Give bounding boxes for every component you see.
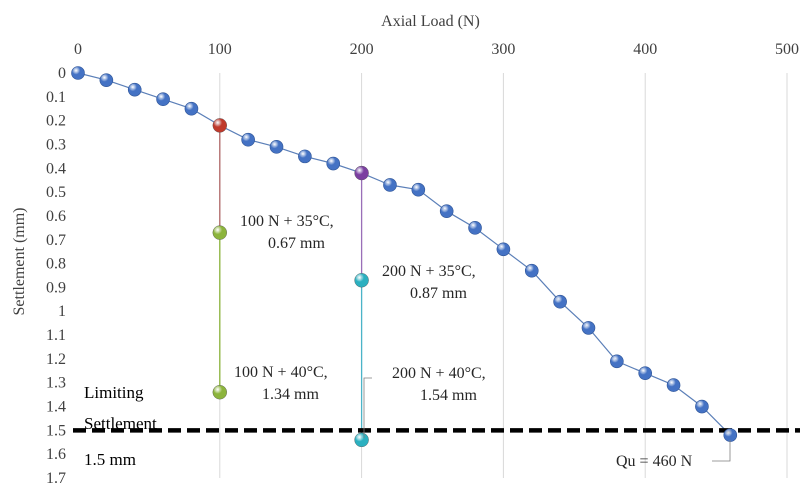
- y-tick-label: 0.4: [46, 160, 66, 177]
- data-point: [468, 221, 482, 235]
- annotation-text: 100 N + 40°C,: [234, 364, 328, 381]
- limiting-settlement: Limiting Settlement 1.5 mm: [73, 383, 800, 469]
- highlight-points: [212, 118, 369, 448]
- annotation-text: 0.87 mm: [410, 285, 467, 302]
- vertical-gridlines: [219, 73, 788, 478]
- y-tick-label: 1.5: [46, 422, 66, 439]
- annotation-text: 1.54 mm: [420, 387, 477, 404]
- y-tick-label: 1.4: [46, 399, 66, 416]
- y-tick-label: 0.3: [46, 136, 66, 153]
- y-tick-label: 1.6: [46, 446, 66, 463]
- y-tick-label: 0.9: [46, 279, 66, 296]
- highlight-point: [354, 432, 369, 448]
- y-tick-label: 0.7: [46, 232, 66, 249]
- y-tick-label: 0: [58, 65, 66, 82]
- y-tick-label: 1.7: [46, 470, 66, 486]
- y-axis-ticks: 0 0.1 0.2 0.3 0.4 0.5 0.6 0.7 0.8 0.9 1 1.1 1.2 1.3 1.…: [46, 65, 66, 486]
- y-tick-label: 1.3: [46, 375, 66, 392]
- data-point: [269, 140, 284, 154]
- data-point: [610, 354, 624, 369]
- highlight-point: [354, 273, 369, 288]
- x-tick-label: 500: [775, 41, 799, 58]
- data-point: [439, 204, 454, 218]
- data-point: [411, 182, 426, 197]
- x-tick-label: 400: [633, 41, 657, 58]
- limit-label-text: 1.5 mm: [84, 450, 136, 469]
- limit-label-text: Limiting: [84, 383, 144, 402]
- data-point: [666, 378, 681, 392]
- data-point: [723, 428, 738, 442]
- x-tick-label: 100: [208, 41, 232, 58]
- y-tick-label: 0.6: [46, 208, 66, 225]
- leader-line: [712, 440, 731, 462]
- x-axis-ticks: 0 100 200 300 400 500: [74, 41, 799, 58]
- data-point: [553, 294, 567, 309]
- data-point: [695, 399, 709, 414]
- data-point: [156, 92, 170, 107]
- annotation-text: 0.67 mm: [268, 235, 325, 252]
- data-point: [298, 149, 312, 164]
- y-tick-label: 0.5: [46, 184, 66, 201]
- data-point: [241, 132, 255, 147]
- highlight-point: [354, 165, 369, 181]
- data-point: [127, 82, 142, 97]
- drop-lines: [219, 125, 363, 440]
- limit-label-text: Settlement: [84, 414, 157, 433]
- x-tick-label: 300: [491, 41, 515, 58]
- annotation-text: 100 N + 35°C,: [240, 213, 334, 230]
- highlight-point: [212, 118, 228, 133]
- data-point: [184, 101, 199, 116]
- leader-line: [363, 377, 372, 438]
- data-point: [496, 242, 511, 257]
- data-point: [383, 178, 397, 192]
- annotations: 100 N + 35°C, 0.67 mm 200 N + 35°C, 0.87 mm…: [234, 213, 731, 470]
- y-tick-label: 0.8: [46, 256, 66, 273]
- x-tick-label: 0: [74, 41, 82, 58]
- data-point: [638, 366, 653, 380]
- annotation-text: 200 N + 40°C,: [392, 365, 486, 382]
- y-tick-label: 1.2: [46, 351, 66, 368]
- x-axis-title: Axial Load (N): [381, 13, 480, 30]
- annotation-text: Qu = 460 N: [616, 453, 693, 470]
- data-point: [99, 73, 114, 87]
- highlight-point: [212, 385, 228, 400]
- x-tick-label: 200: [350, 41, 374, 58]
- y-axis-title: Settlement (mm): [11, 208, 28, 316]
- annotation-text: 1.34 mm: [262, 386, 319, 403]
- y-tick-label: 0.1: [46, 89, 66, 106]
- data-point: [581, 321, 596, 335]
- y-tick-label: 1: [58, 303, 66, 320]
- series-points: [71, 66, 738, 442]
- highlight-point: [212, 225, 228, 240]
- data-point: [524, 263, 539, 278]
- data-point: [71, 66, 85, 80]
- y-tick-label: 1.1: [46, 327, 66, 344]
- annotation-text: 200 N + 35°C,: [382, 263, 476, 280]
- data-point: [326, 156, 341, 171]
- y-tick-label: 0.2: [46, 113, 66, 130]
